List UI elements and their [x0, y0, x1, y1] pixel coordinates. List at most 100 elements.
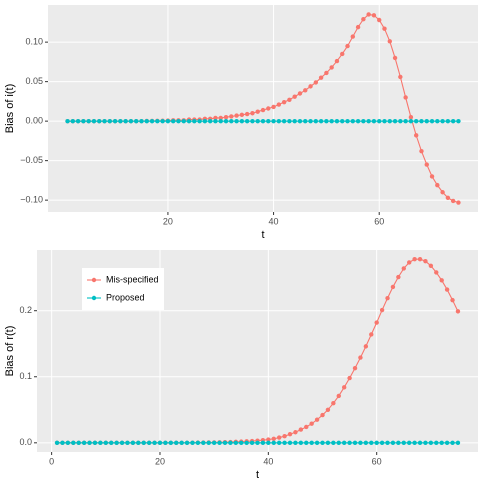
series-point: [308, 84, 313, 89]
x-tick-label: 60: [372, 456, 382, 466]
series-point: [309, 440, 314, 446]
series-point: [250, 118, 255, 124]
series-point: [282, 440, 287, 446]
series-point: [371, 118, 377, 124]
series-point: [250, 111, 255, 116]
series-point: [450, 440, 455, 446]
series-point: [201, 440, 206, 446]
series-point: [271, 104, 276, 110]
series-point: [134, 118, 139, 124]
series-point: [281, 99, 287, 105]
series-point: [345, 118, 350, 124]
series-point: [382, 118, 387, 124]
series-point: [455, 440, 461, 446]
x-tick-label: 40: [269, 216, 279, 226]
series-point: [336, 440, 341, 446]
series-point: [181, 118, 186, 124]
series-point: [202, 118, 208, 124]
series-point: [260, 107, 266, 113]
series-point: [102, 118, 107, 124]
series-point: [81, 440, 87, 446]
series-point: [123, 118, 128, 124]
series-point: [387, 39, 392, 44]
series-point: [424, 118, 429, 124]
series-point: [320, 412, 325, 418]
series-point: [107, 118, 113, 124]
series-point: [271, 436, 276, 442]
y-tick-label: 0.00: [25, 116, 43, 126]
series-point: [287, 97, 292, 103]
series-point: [276, 435, 282, 440]
series-point: [103, 440, 109, 446]
series-point: [444, 287, 450, 292]
series-point: [271, 440, 276, 446]
series-point: [298, 427, 304, 432]
series-point: [361, 17, 366, 22]
series-point: [118, 118, 123, 124]
series-point: [65, 440, 71, 446]
series-point: [144, 118, 149, 124]
series-point: [417, 256, 423, 262]
series-point: [336, 393, 341, 399]
series-point: [377, 17, 382, 23]
series-point: [97, 118, 102, 124]
series-point: [331, 400, 336, 406]
series-point: [358, 440, 363, 446]
series-point: [374, 320, 379, 325]
series-point: [412, 256, 417, 262]
series-point: [190, 440, 195, 446]
series-point: [314, 417, 320, 422]
series-point: [233, 440, 239, 446]
series-point: [65, 118, 70, 124]
series-point: [276, 118, 282, 124]
series-point: [213, 118, 218, 124]
series-point: [234, 118, 239, 124]
series-point: [141, 440, 146, 446]
series-point: [297, 91, 303, 96]
series-point: [75, 118, 81, 124]
series-point: [130, 440, 136, 446]
x-axis-title: t: [256, 469, 259, 481]
series-point: [331, 440, 336, 446]
series-point: [385, 295, 390, 301]
series-point: [392, 55, 398, 61]
y-tick-label: 0.05: [25, 76, 43, 86]
series-point: [377, 118, 382, 124]
series-point: [76, 440, 81, 446]
x-tick-label: 20: [155, 456, 165, 466]
series-point: [429, 174, 435, 179]
series-point: [379, 307, 385, 313]
series-point: [350, 34, 356, 39]
y-tick-label: 0.0: [19, 437, 32, 447]
series-point: [408, 118, 414, 124]
series-point: [86, 118, 91, 124]
series-point: [396, 440, 401, 446]
series-point: [255, 109, 260, 114]
series-point: [413, 133, 419, 138]
series-point: [287, 432, 293, 437]
series-point: [325, 407, 331, 412]
series-point: [292, 94, 297, 99]
series-point: [229, 118, 234, 124]
series-point: [292, 118, 297, 124]
series-point: [155, 118, 160, 124]
series-point: [341, 385, 347, 390]
series-point: [195, 440, 201, 446]
series-point: [228, 440, 233, 446]
series-point: [170, 118, 176, 124]
legend-point: [91, 277, 97, 283]
series-point: [398, 74, 403, 80]
series-point: [396, 274, 401, 280]
series-point: [340, 51, 345, 57]
series-point: [387, 118, 392, 124]
series-point: [355, 118, 361, 124]
series-point: [313, 118, 319, 124]
series-point: [160, 118, 165, 124]
series-point: [112, 118, 118, 124]
series-point: [146, 440, 152, 446]
series-point: [304, 440, 309, 446]
series-point: [109, 440, 114, 446]
series-point: [374, 440, 379, 446]
series-point: [217, 440, 222, 446]
